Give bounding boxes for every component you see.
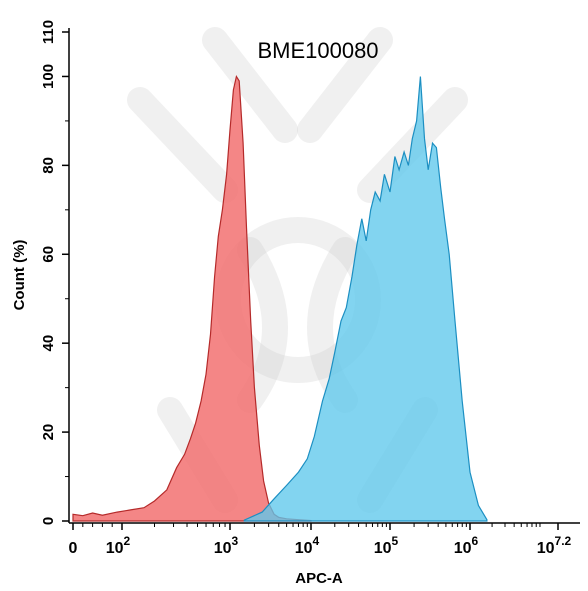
x-tick-label: 102: [106, 534, 131, 557]
chart-title: BME100080: [257, 38, 378, 63]
x-tick-label: 103: [214, 534, 239, 557]
series-layer: [72, 74, 488, 522]
y-axis-title: Count (%): [11, 240, 28, 311]
y-ticks: 0 20 40 60 80 100 110: [40, 20, 69, 525]
y-tick-label: 0: [40, 517, 57, 525]
x-tick-label: 104: [295, 534, 320, 557]
histogram-series-2: [243, 76, 488, 522]
x-tick-label: 107.2: [537, 534, 572, 557]
y-tick-label: 110: [40, 20, 57, 44]
y-tick-label: 60: [40, 246, 57, 263]
x-tick-label: 0: [69, 540, 78, 557]
y-tick-label: 100: [40, 64, 57, 89]
x-ticks: 0 102 103 104 105 106 107.2: [69, 523, 572, 557]
y-tick-label: 40: [40, 335, 57, 352]
x-tick-label: 106: [454, 534, 479, 557]
x-tick-label: 105: [374, 534, 399, 557]
y-tick-label: 20: [40, 424, 57, 441]
x-axis-title: APC-A: [295, 570, 343, 587]
y-tick-label: 80: [40, 157, 57, 174]
